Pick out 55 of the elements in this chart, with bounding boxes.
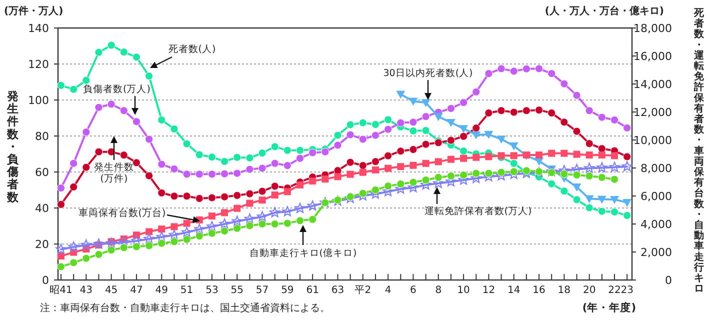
- x-tick-label: 53: [206, 285, 218, 296]
- text: (人・万人・万台・億キロ): [544, 5, 664, 17]
- y-tick-label: 100: [28, 94, 49, 107]
- y2-tick-label: 6,000: [640, 190, 672, 203]
- x-tick-label: 57: [256, 285, 269, 296]
- y2-tick-label: 16,000: [634, 50, 672, 63]
- y-tick-label: 140: [28, 22, 49, 35]
- y2-tick-label: 4,000: [640, 218, 672, 231]
- y2-tick-label: 14,000: [634, 78, 672, 91]
- x-tick-label: 45: [104, 285, 118, 296]
- x-tick-label: 61: [306, 285, 319, 296]
- x-tick-label: 49: [155, 285, 168, 296]
- x-tick-label: 47: [130, 285, 143, 296]
- text: 注：車両保有台数・自動車走行キロは、国土交通省資料による。: [40, 302, 330, 314]
- y2-tick-label: 8,000: [640, 162, 672, 175]
- text: 死者数・運転免許保有者数・車両保有台数・自動車走行キロ: [694, 8, 704, 295]
- x-tick-label: 8: [435, 285, 442, 296]
- x-tick-label: 12: [482, 285, 496, 296]
- y2-tick-label: 0: [665, 274, 672, 287]
- series-label: 運転免許保有者数(万人): [424, 205, 532, 217]
- series-label: 車両保有台数(万台): [78, 207, 166, 219]
- text: 発生件数・負傷者数: [7, 89, 19, 204]
- x-tick-label: 63: [331, 285, 344, 296]
- series-label: 30日以内死者数(人): [383, 67, 473, 79]
- y-tick-label: 40: [35, 202, 49, 215]
- x-tick-label: 20: [582, 285, 596, 296]
- y2-tick-label: 12,000: [634, 106, 672, 119]
- x-tick-label: 6: [410, 285, 416, 296]
- y-tick-label: 120: [28, 58, 49, 71]
- series-label: 自動車走行キロ(億キロ): [249, 247, 357, 259]
- x-tick-label: 昭41: [50, 285, 72, 296]
- y2-tick-label: 10,000: [634, 134, 672, 147]
- x-tick-label: 平2: [354, 285, 372, 296]
- x-axis-title: (年・年度): [582, 301, 636, 314]
- y2-tick-label: 2,000: [640, 246, 672, 259]
- x-tick-label: 43: [80, 285, 93, 296]
- y2-tick-label: 18,000: [634, 22, 672, 35]
- y-tick-label: 0: [42, 274, 49, 287]
- x-tick-label: 22: [608, 285, 621, 296]
- x-tick-label: 23: [620, 285, 634, 296]
- x-tick-label: 4: [384, 285, 392, 296]
- y-tick-label: 60: [35, 166, 49, 179]
- x-tick-label: 59: [281, 285, 294, 296]
- x-tick-label: 14: [507, 285, 520, 296]
- text: (万件・万人): [4, 5, 64, 17]
- x-tick-label: 16: [532, 285, 546, 296]
- x-tick-label: 51: [180, 285, 194, 296]
- x-tick-label: 10: [457, 285, 470, 296]
- x-tick-label: 18: [558, 285, 571, 296]
- series-label: 発生件数 (万件): [94, 161, 134, 184]
- y-tick-label: 20: [35, 238, 49, 251]
- text: 死者数(人): [168, 43, 216, 55]
- x-tick-label: 55: [230, 285, 244, 296]
- y-tick-label: 80: [35, 130, 49, 143]
- series-label: 負傷者数(万人): [83, 83, 150, 95]
